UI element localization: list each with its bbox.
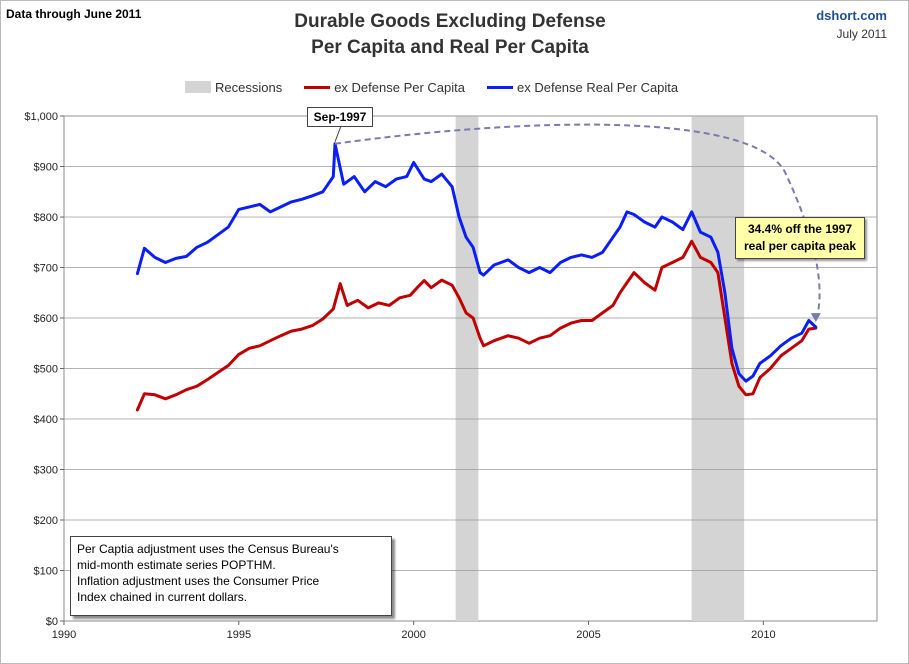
y-tick-label-4: $400 <box>34 414 58 426</box>
y-tick-label-6: $600 <box>34 313 58 325</box>
legend-item-nominal: ex Defense Per Capita <box>304 80 465 95</box>
brand-site: dshort.com <box>816 8 887 23</box>
data-through-note: Data through June 2011 <box>6 7 142 21</box>
x-tick-label-3: 2005 <box>576 629 600 641</box>
legend-swatch-recessions <box>185 81 211 93</box>
legend-swatch-nominal <box>304 85 331 89</box>
peak-label-pointer <box>334 125 342 142</box>
y-tick-label-0: $0 <box>46 616 58 628</box>
series-line-0 <box>135 239 818 412</box>
brand-block: dshort.com July 2011 <box>816 7 887 43</box>
peak-decline-arrowhead <box>810 313 821 323</box>
methodology-note: Per Captia adjustment uses the Census Bu… <box>70 536 392 616</box>
y-tick-label-9: $900 <box>34 162 58 174</box>
y-tick-label-3: $300 <box>34 465 58 477</box>
chart-title-line1: Durable Goods Excluding Defense <box>294 11 606 32</box>
brand-date: July 2011 <box>836 27 887 41</box>
legend-item-recessions: Recessions <box>185 80 282 95</box>
peak-label: Sep-1997 <box>307 107 373 127</box>
y-tick-label-7: $700 <box>34 263 58 275</box>
note-line4: Index chained in current dollars. <box>77 590 248 604</box>
legend-label-real: ex Defense Real Per Capita <box>517 79 679 95</box>
note-line1: Per Captia adjustment uses the Census Bu… <box>77 542 339 556</box>
legend-item-real: ex Defense Real Per Capita <box>487 80 678 95</box>
series-line-1 <box>135 142 818 383</box>
x-tick-label-2: 2000 <box>401 629 425 641</box>
y-tick-label-8: $800 <box>34 212 58 224</box>
legend-swatch-real <box>487 85 513 89</box>
callout-line2: real per capita peak <box>743 239 857 253</box>
x-tick-label-4: 2010 <box>751 629 775 641</box>
y-tick-label-10: $1,000 <box>24 111 58 123</box>
legend-label-recessions: Recessions <box>215 79 283 95</box>
chart-title: Durable Goods Excluding Defense Per Capi… <box>200 9 700 61</box>
peak-decline-arc <box>334 123 821 323</box>
y-tick-label-1: $100 <box>34 566 58 578</box>
callout-line1: 34.4% off the 1997 <box>747 222 853 236</box>
note-line2: mid-month estimate series POPTHM. <box>77 558 276 572</box>
legend-label-nominal: ex Defense Per Capita <box>334 79 465 95</box>
x-tick-label-1: 1995 <box>227 629 251 641</box>
y-tick-label-5: $500 <box>34 364 58 376</box>
x-tick-label-0: 1990 <box>52 629 76 641</box>
chart-legend: Recessions ex Defense Per Capita ex Defe… <box>185 78 700 96</box>
y-tick-label-2: $200 <box>34 515 58 527</box>
note-line3: Inflation adjustment uses the Consumer P… <box>77 574 320 588</box>
chart-title-line2: Per Capita and Real Per Capita <box>311 37 589 58</box>
peak-callout: 34.4% off the 1997 real per capita peak <box>735 217 865 259</box>
